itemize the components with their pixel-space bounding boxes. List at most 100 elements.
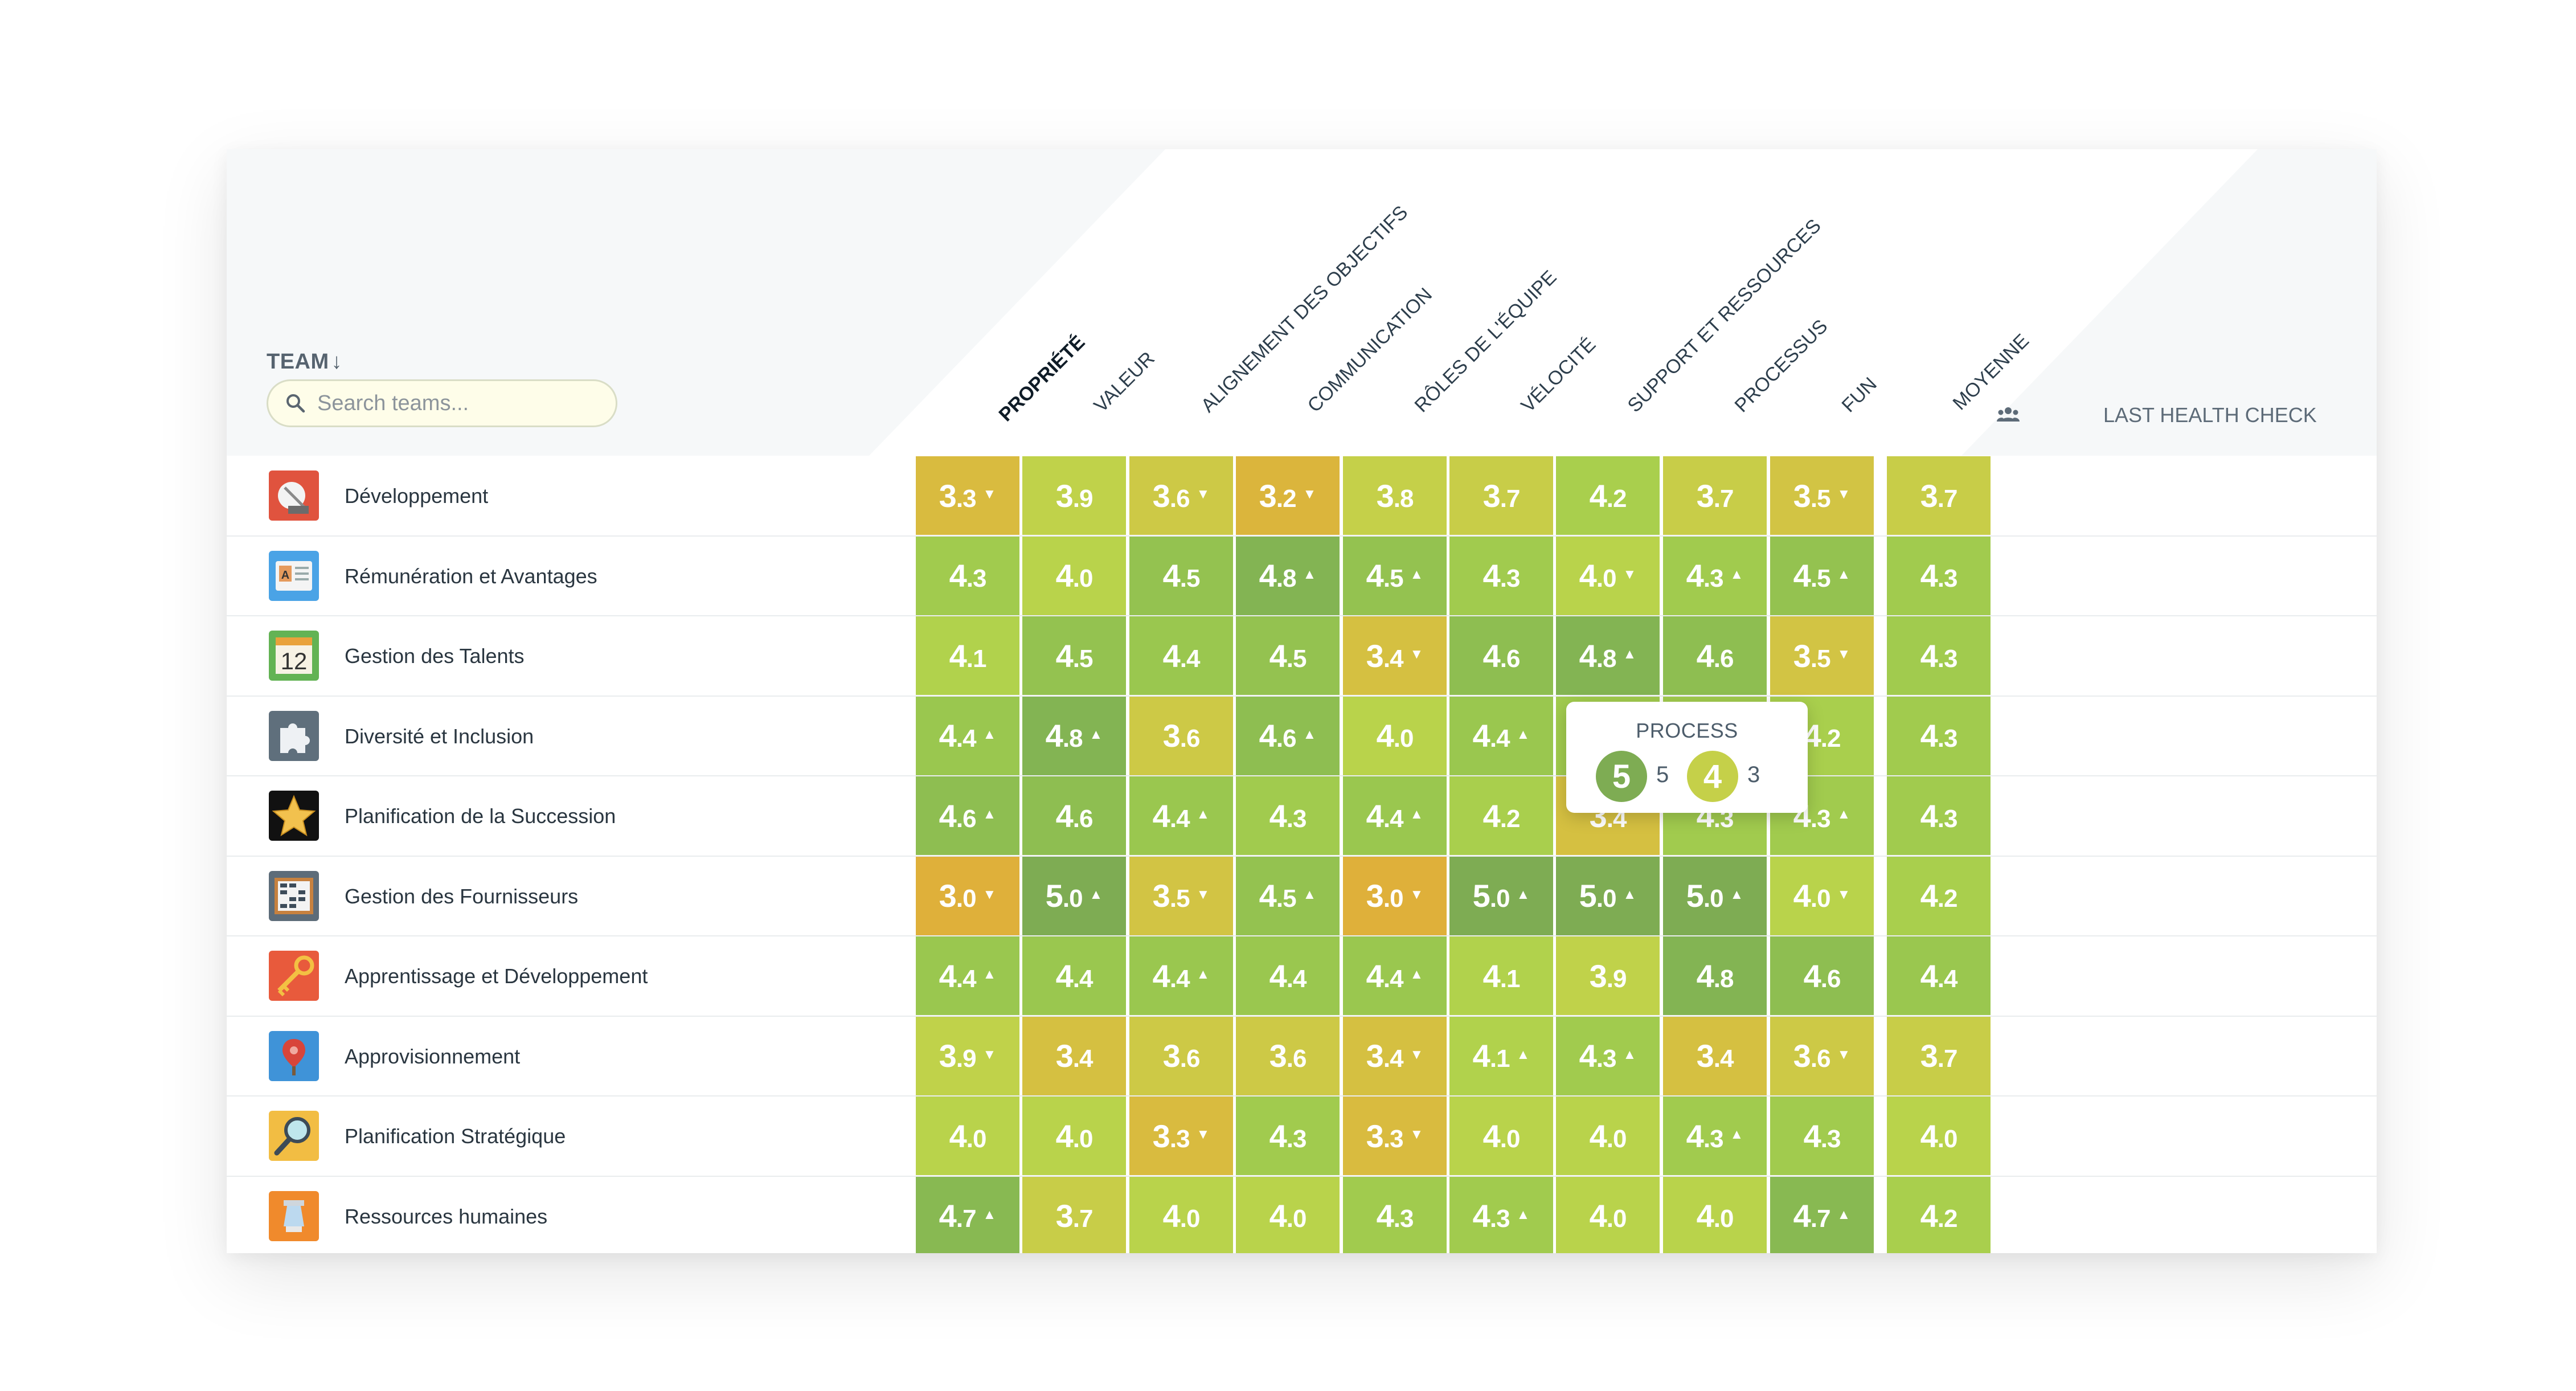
score-cell[interactable]: 4.0 <box>1022 1097 1126 1175</box>
score-cell[interactable]: 4.0 <box>1556 1097 1660 1175</box>
score-cell[interactable]: 4.4 <box>1022 936 1126 1015</box>
score-cell[interactable]: 4.1 <box>1449 936 1553 1015</box>
score-cell[interactable]: 4.3 <box>1770 1097 1874 1175</box>
score-cell[interactable]: 3.5 ▼ <box>1129 856 1233 935</box>
score-cell[interactable]: 4.0 <box>1887 1097 1991 1175</box>
score-cell[interactable]: 4.3 <box>1449 536 1553 615</box>
team-name[interactable]: Planification de la Succession <box>345 804 616 828</box>
score-cell[interactable]: 4.4 ▲ <box>1129 936 1233 1015</box>
team-name[interactable]: Approvisionnement <box>345 1044 521 1068</box>
score-cell[interactable]: 3.7 <box>1022 1176 1126 1253</box>
score-cell[interactable]: 3.7 <box>1449 456 1553 535</box>
score-cell[interactable]: 4.4 <box>1129 616 1233 695</box>
score-cell[interactable]: 4.3 <box>1887 776 1991 855</box>
score-cell[interactable]: 4.4 <box>1887 936 1991 1015</box>
team-row[interactable]: Planification de la Succession <box>227 776 893 856</box>
score-cell[interactable]: 3.4 <box>1663 1016 1767 1095</box>
score-cell[interactable]: 3.0 ▼ <box>1343 856 1447 935</box>
team-name[interactable]: Gestion des Talents <box>345 644 525 668</box>
score-cell[interactable]: 5.0 ▲ <box>1022 856 1126 935</box>
score-cell[interactable]: 3.6 ▼ <box>1129 456 1233 535</box>
score-cell[interactable]: 4.4 ▲ <box>1129 776 1233 855</box>
score-cell[interactable]: 4.4 ▲ <box>1343 936 1447 1015</box>
score-cell[interactable]: 4.0 <box>1022 536 1126 615</box>
score-cell[interactable]: 3.4 <box>1022 1016 1126 1095</box>
score-cell[interactable]: 3.8 <box>1343 456 1447 535</box>
score-cell[interactable]: 4.8 <box>1663 936 1767 1015</box>
score-cell[interactable]: 4.0 ▼ <box>1770 856 1874 935</box>
score-cell[interactable]: 4.0 ▼ <box>1556 536 1660 615</box>
team-row[interactable]: Approvisionnement <box>227 1016 893 1096</box>
score-cell[interactable]: 3.5 ▼ <box>1770 456 1874 535</box>
score-cell[interactable]: 3.6 <box>1129 696 1233 775</box>
team-name[interactable]: Ressources humaines <box>345 1204 548 1228</box>
score-cell[interactable]: 4.0 <box>1343 696 1447 775</box>
score-cell[interactable]: 4.0 <box>1556 1176 1660 1253</box>
team-row[interactable]: Développement <box>227 456 893 535</box>
score-cell[interactable]: 4.0 <box>1129 1176 1233 1253</box>
score-cell[interactable]: 4.3 ▲ <box>1663 1097 1767 1175</box>
team-name[interactable]: Planification Stratégique <box>345 1124 566 1148</box>
score-cell[interactable]: 4.2 <box>1449 776 1553 855</box>
score-cell[interactable]: 4.7 ▲ <box>1770 1176 1874 1253</box>
score-cell[interactable]: 4.3 <box>1236 776 1340 855</box>
score-cell[interactable]: 4.1 <box>916 616 1019 695</box>
score-cell[interactable]: 4.3 ▲ <box>1449 1176 1553 1253</box>
score-cell[interactable]: 3.6 <box>1236 1016 1340 1095</box>
score-cell[interactable]: 4.5 <box>1236 616 1340 695</box>
score-cell[interactable]: 3.3 ▼ <box>1343 1097 1447 1175</box>
score-cell[interactable]: 5.0 ▲ <box>1556 856 1660 935</box>
team-column-header[interactable]: TEAM ↓ <box>267 350 342 374</box>
score-cell[interactable]: 3.4 ▼ <box>1343 616 1447 695</box>
score-cell[interactable]: 4.3 ▲ <box>1556 1016 1660 1095</box>
score-cell[interactable]: 4.3 <box>1887 696 1991 775</box>
team-row[interactable]: Planification Stratégique <box>227 1096 893 1176</box>
score-cell[interactable]: 3.6 <box>1129 1016 1233 1095</box>
score-cell[interactable]: 3.4 ▼ <box>1343 1016 1447 1095</box>
search-input[interactable] <box>316 390 592 416</box>
score-cell[interactable]: 3.0 ▼ <box>916 856 1019 935</box>
score-cell[interactable]: 4.6 <box>1770 936 1874 1015</box>
score-cell[interactable]: 3.2 ▼ <box>1236 456 1340 535</box>
score-cell[interactable]: 4.0 <box>1236 1176 1340 1253</box>
score-cell[interactable]: 5.0 ▲ <box>1449 856 1553 935</box>
team-row[interactable]: Ressources humaines <box>227 1176 893 1254</box>
score-cell[interactable]: 4.2 <box>1887 856 1991 935</box>
score-cell[interactable]: 4.0 <box>1663 1176 1767 1253</box>
score-cell[interactable]: 4.5 <box>1022 616 1126 695</box>
score-cell[interactable]: 4.3 <box>916 536 1019 615</box>
score-cell[interactable]: 3.9 ▼ <box>916 1016 1019 1095</box>
score-cell[interactable]: 4.0 <box>916 1097 1019 1175</box>
score-cell[interactable]: 4.3 ▲ <box>1663 536 1767 615</box>
score-cell[interactable]: 4.3 <box>1887 616 1991 695</box>
score-cell[interactable]: 4.0 <box>1449 1097 1553 1175</box>
score-cell[interactable]: 4.6 ▲ <box>1236 696 1340 775</box>
score-cell[interactable]: 4.4 ▲ <box>1343 776 1447 855</box>
team-name[interactable]: Gestion des Fournisseurs <box>345 884 579 908</box>
score-cell[interactable]: 3.7 <box>1887 1016 1991 1095</box>
score-cell[interactable]: 4.5 ▲ <box>1343 536 1447 615</box>
score-cell[interactable]: 4.8 ▲ <box>1236 536 1340 615</box>
score-cell[interactable]: 4.3 <box>1236 1097 1340 1175</box>
score-cell[interactable]: 4.5 ▲ <box>1770 536 1874 615</box>
score-cell[interactable]: 3.3 ▼ <box>1129 1097 1233 1175</box>
score-cell[interactable]: 3.5 ▼ <box>1770 616 1874 695</box>
score-cell[interactable]: 3.7 <box>1887 456 1991 535</box>
team-name[interactable]: Diversité et Inclusion <box>345 724 534 748</box>
score-cell[interactable]: 4.6 <box>1022 776 1126 855</box>
score-cell[interactable]: 3.7 <box>1663 456 1767 535</box>
team-row[interactable]: A Rémunération et Avantages <box>227 536 893 616</box>
team-name[interactable]: Rémunération et Avantages <box>345 564 597 588</box>
score-cell[interactable]: 4.3 <box>1343 1176 1447 1253</box>
score-cell[interactable]: 4.3 <box>1887 536 1991 615</box>
score-cell[interactable]: 4.6 <box>1449 616 1553 695</box>
score-cell[interactable]: 4.2 <box>1556 456 1660 535</box>
score-cell[interactable]: 4.8 ▲ <box>1556 616 1660 695</box>
team-row[interactable]: Diversité et Inclusion <box>227 696 893 776</box>
team-row[interactable]: 12 Gestion des Talents <box>227 616 893 696</box>
team-row[interactable]: Apprentissage et Développement <box>227 936 893 1016</box>
score-cell[interactable]: 3.3 ▼ <box>916 456 1019 535</box>
score-cell[interactable]: 3.6 ▼ <box>1770 1016 1874 1095</box>
score-cell[interactable]: 4.4 ▲ <box>1449 696 1553 775</box>
team-name[interactable]: Développement <box>345 484 489 508</box>
